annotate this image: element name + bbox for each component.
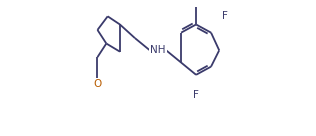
Text: O: O: [93, 79, 102, 89]
Text: F: F: [193, 90, 199, 100]
Text: NH: NH: [150, 45, 166, 55]
Text: F: F: [222, 11, 228, 21]
